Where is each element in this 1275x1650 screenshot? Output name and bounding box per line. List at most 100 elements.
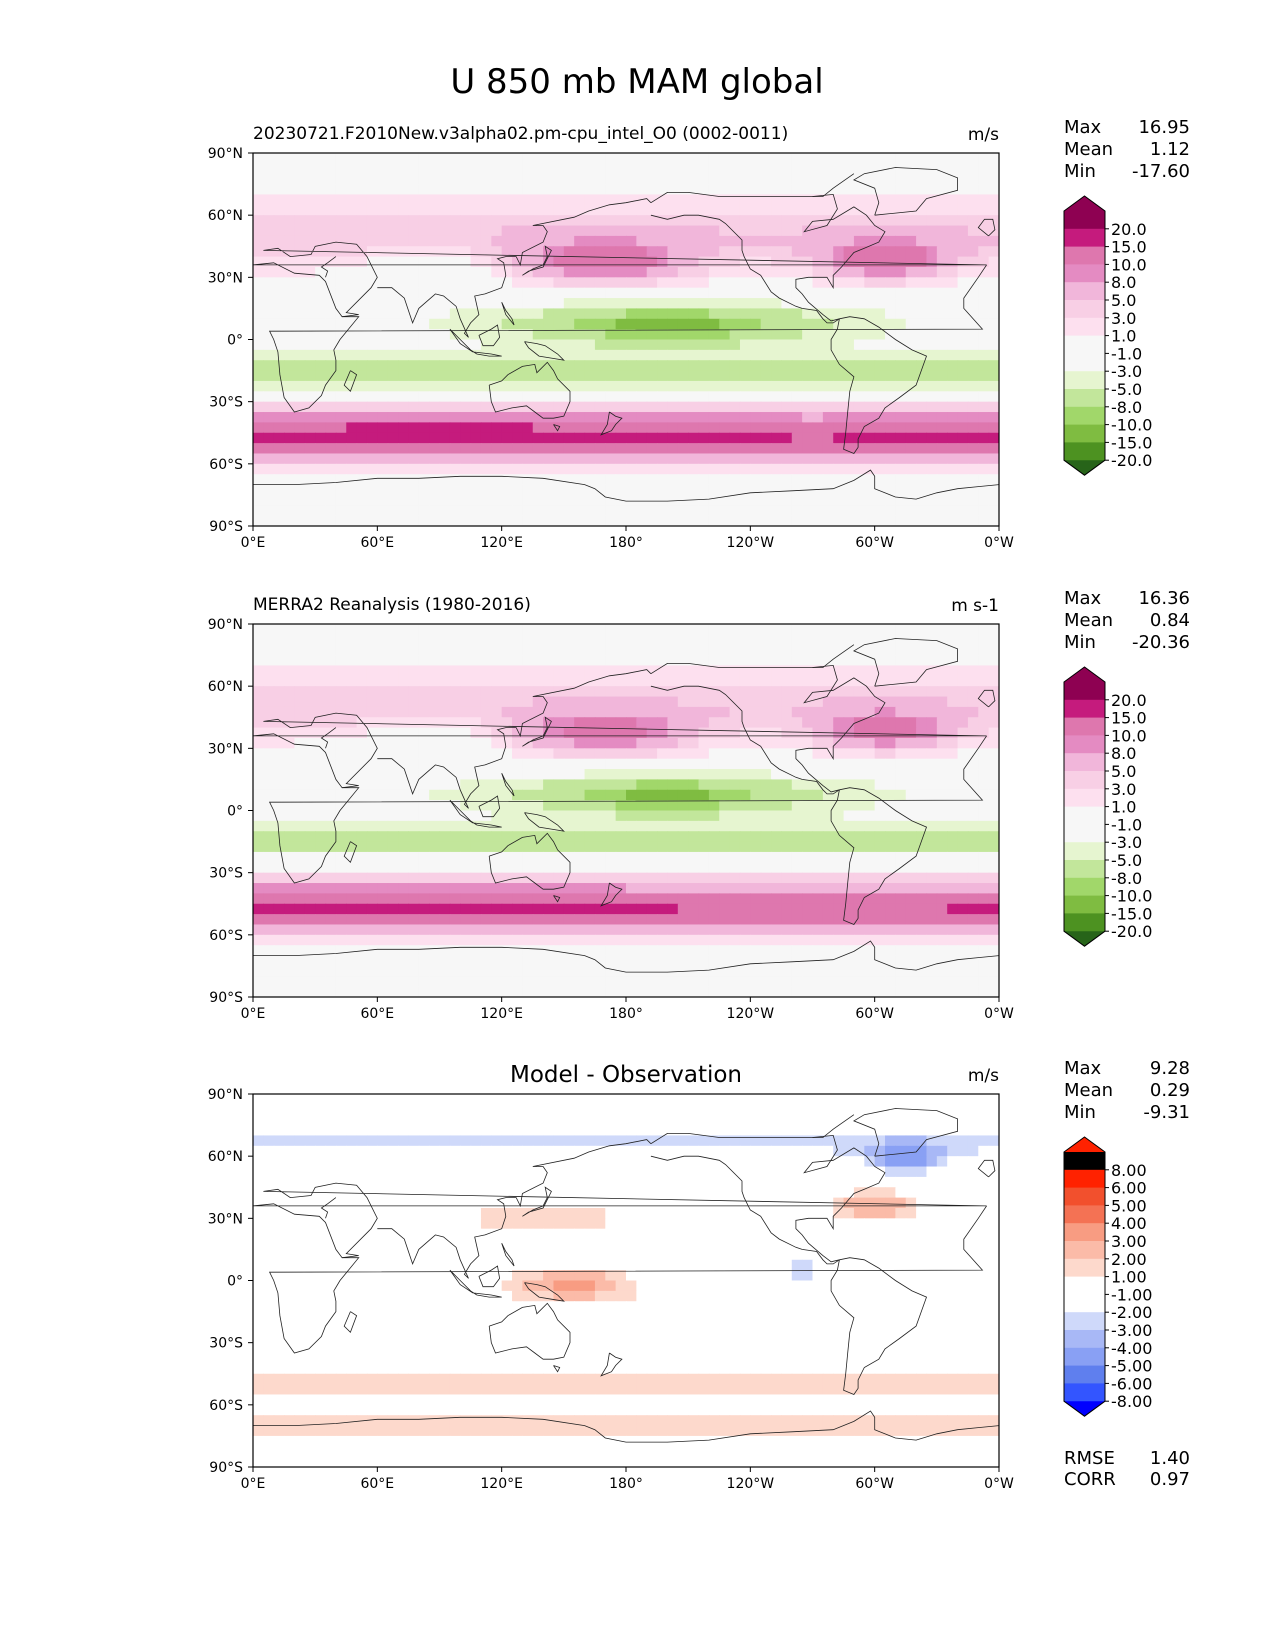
field-cell <box>501 820 513 832</box>
field-cell <box>750 215 762 227</box>
field-cell <box>760 215 772 227</box>
field-cell <box>729 914 741 926</box>
field-cell <box>781 779 793 791</box>
field-cell <box>916 914 928 926</box>
field-cell <box>356 412 368 423</box>
field-cell <box>978 163 990 175</box>
field-cell <box>584 831 596 843</box>
field-cell <box>563 484 575 496</box>
field-cell <box>615 391 627 403</box>
field-cell <box>646 862 658 874</box>
field-cell <box>708 163 720 175</box>
field-cell <box>843 779 855 791</box>
field-cell <box>532 634 544 646</box>
field-cell <box>822 225 834 237</box>
field-cell <box>449 246 461 258</box>
field-cell <box>646 422 658 434</box>
field-cell <box>957 329 969 341</box>
field-cell <box>366 308 378 320</box>
field-cell <box>791 862 803 874</box>
field-cell <box>646 380 658 392</box>
field-cell <box>615 924 627 936</box>
field-cell <box>512 391 523 403</box>
field-cell <box>988 644 999 656</box>
field-cell <box>874 277 886 289</box>
field-cell <box>843 432 855 444</box>
field-cell <box>760 748 772 760</box>
field-cell <box>253 463 264 475</box>
field-cell <box>418 453 430 465</box>
field-cell <box>574 800 586 812</box>
field-cell <box>470 800 482 812</box>
field-cell <box>967 360 979 372</box>
field-cell <box>429 696 441 708</box>
field-cell <box>387 453 399 465</box>
field-cell <box>253 841 264 853</box>
field-cell <box>284 505 296 517</box>
field-cell <box>522 893 534 905</box>
field-cell <box>843 706 855 718</box>
field-cell <box>460 737 472 749</box>
field-cell <box>967 696 979 708</box>
field-cell <box>429 215 441 227</box>
field-cell <box>988 903 999 915</box>
field-cell <box>843 800 855 812</box>
field-cell <box>688 769 700 781</box>
field-cell <box>512 675 523 687</box>
field-cell <box>626 727 637 739</box>
field-cell <box>978 515 990 526</box>
field-cell <box>646 505 658 517</box>
field-cell <box>667 194 679 206</box>
field-cell <box>688 329 700 341</box>
field-cell <box>719 810 731 822</box>
field-cell <box>543 204 555 216</box>
field-cell <box>429 924 441 936</box>
field-cell <box>833 277 845 289</box>
field-cell <box>408 298 420 310</box>
field-cell <box>781 349 793 361</box>
field-cell <box>480 360 492 372</box>
field-cell <box>594 494 606 506</box>
field-cell <box>532 298 544 310</box>
field-cell <box>667 443 679 455</box>
field-cell <box>843 505 855 517</box>
field-cell <box>315 914 327 926</box>
field-cell <box>356 665 368 677</box>
field-cell <box>936 432 948 444</box>
field-cell <box>398 841 410 853</box>
field-cell <box>325 349 337 361</box>
field-cell <box>750 349 762 361</box>
field-cell <box>408 820 420 832</box>
field-cell <box>905 655 917 667</box>
field-cell <box>874 235 886 247</box>
field-cell <box>895 810 907 822</box>
field-cell <box>284 318 296 330</box>
field-cell <box>460 841 472 853</box>
field-cell <box>729 820 741 832</box>
field-cell <box>874 737 886 749</box>
field-cell <box>843 339 855 351</box>
field-cell <box>377 505 389 517</box>
field-cell <box>377 329 389 341</box>
field-cell <box>771 380 783 392</box>
field-cell <box>729 380 741 392</box>
field-cell <box>874 370 886 382</box>
field-cell <box>377 360 389 372</box>
field-cell <box>626 184 637 196</box>
field-cell <box>781 675 793 687</box>
field-cell <box>429 329 441 341</box>
field-cell <box>802 505 814 517</box>
field-cell <box>522 235 534 247</box>
field-cell <box>574 370 586 382</box>
field-cell <box>377 903 389 915</box>
field-cell <box>574 287 586 299</box>
field-cell <box>657 727 669 739</box>
field-cell <box>553 360 565 372</box>
field-cell <box>584 505 596 517</box>
field-cell <box>667 883 679 894</box>
field-cell <box>719 748 731 760</box>
field-cell <box>916 235 928 247</box>
field-cell <box>408 945 420 957</box>
field-cell <box>398 349 410 361</box>
field-cell <box>273 515 285 526</box>
